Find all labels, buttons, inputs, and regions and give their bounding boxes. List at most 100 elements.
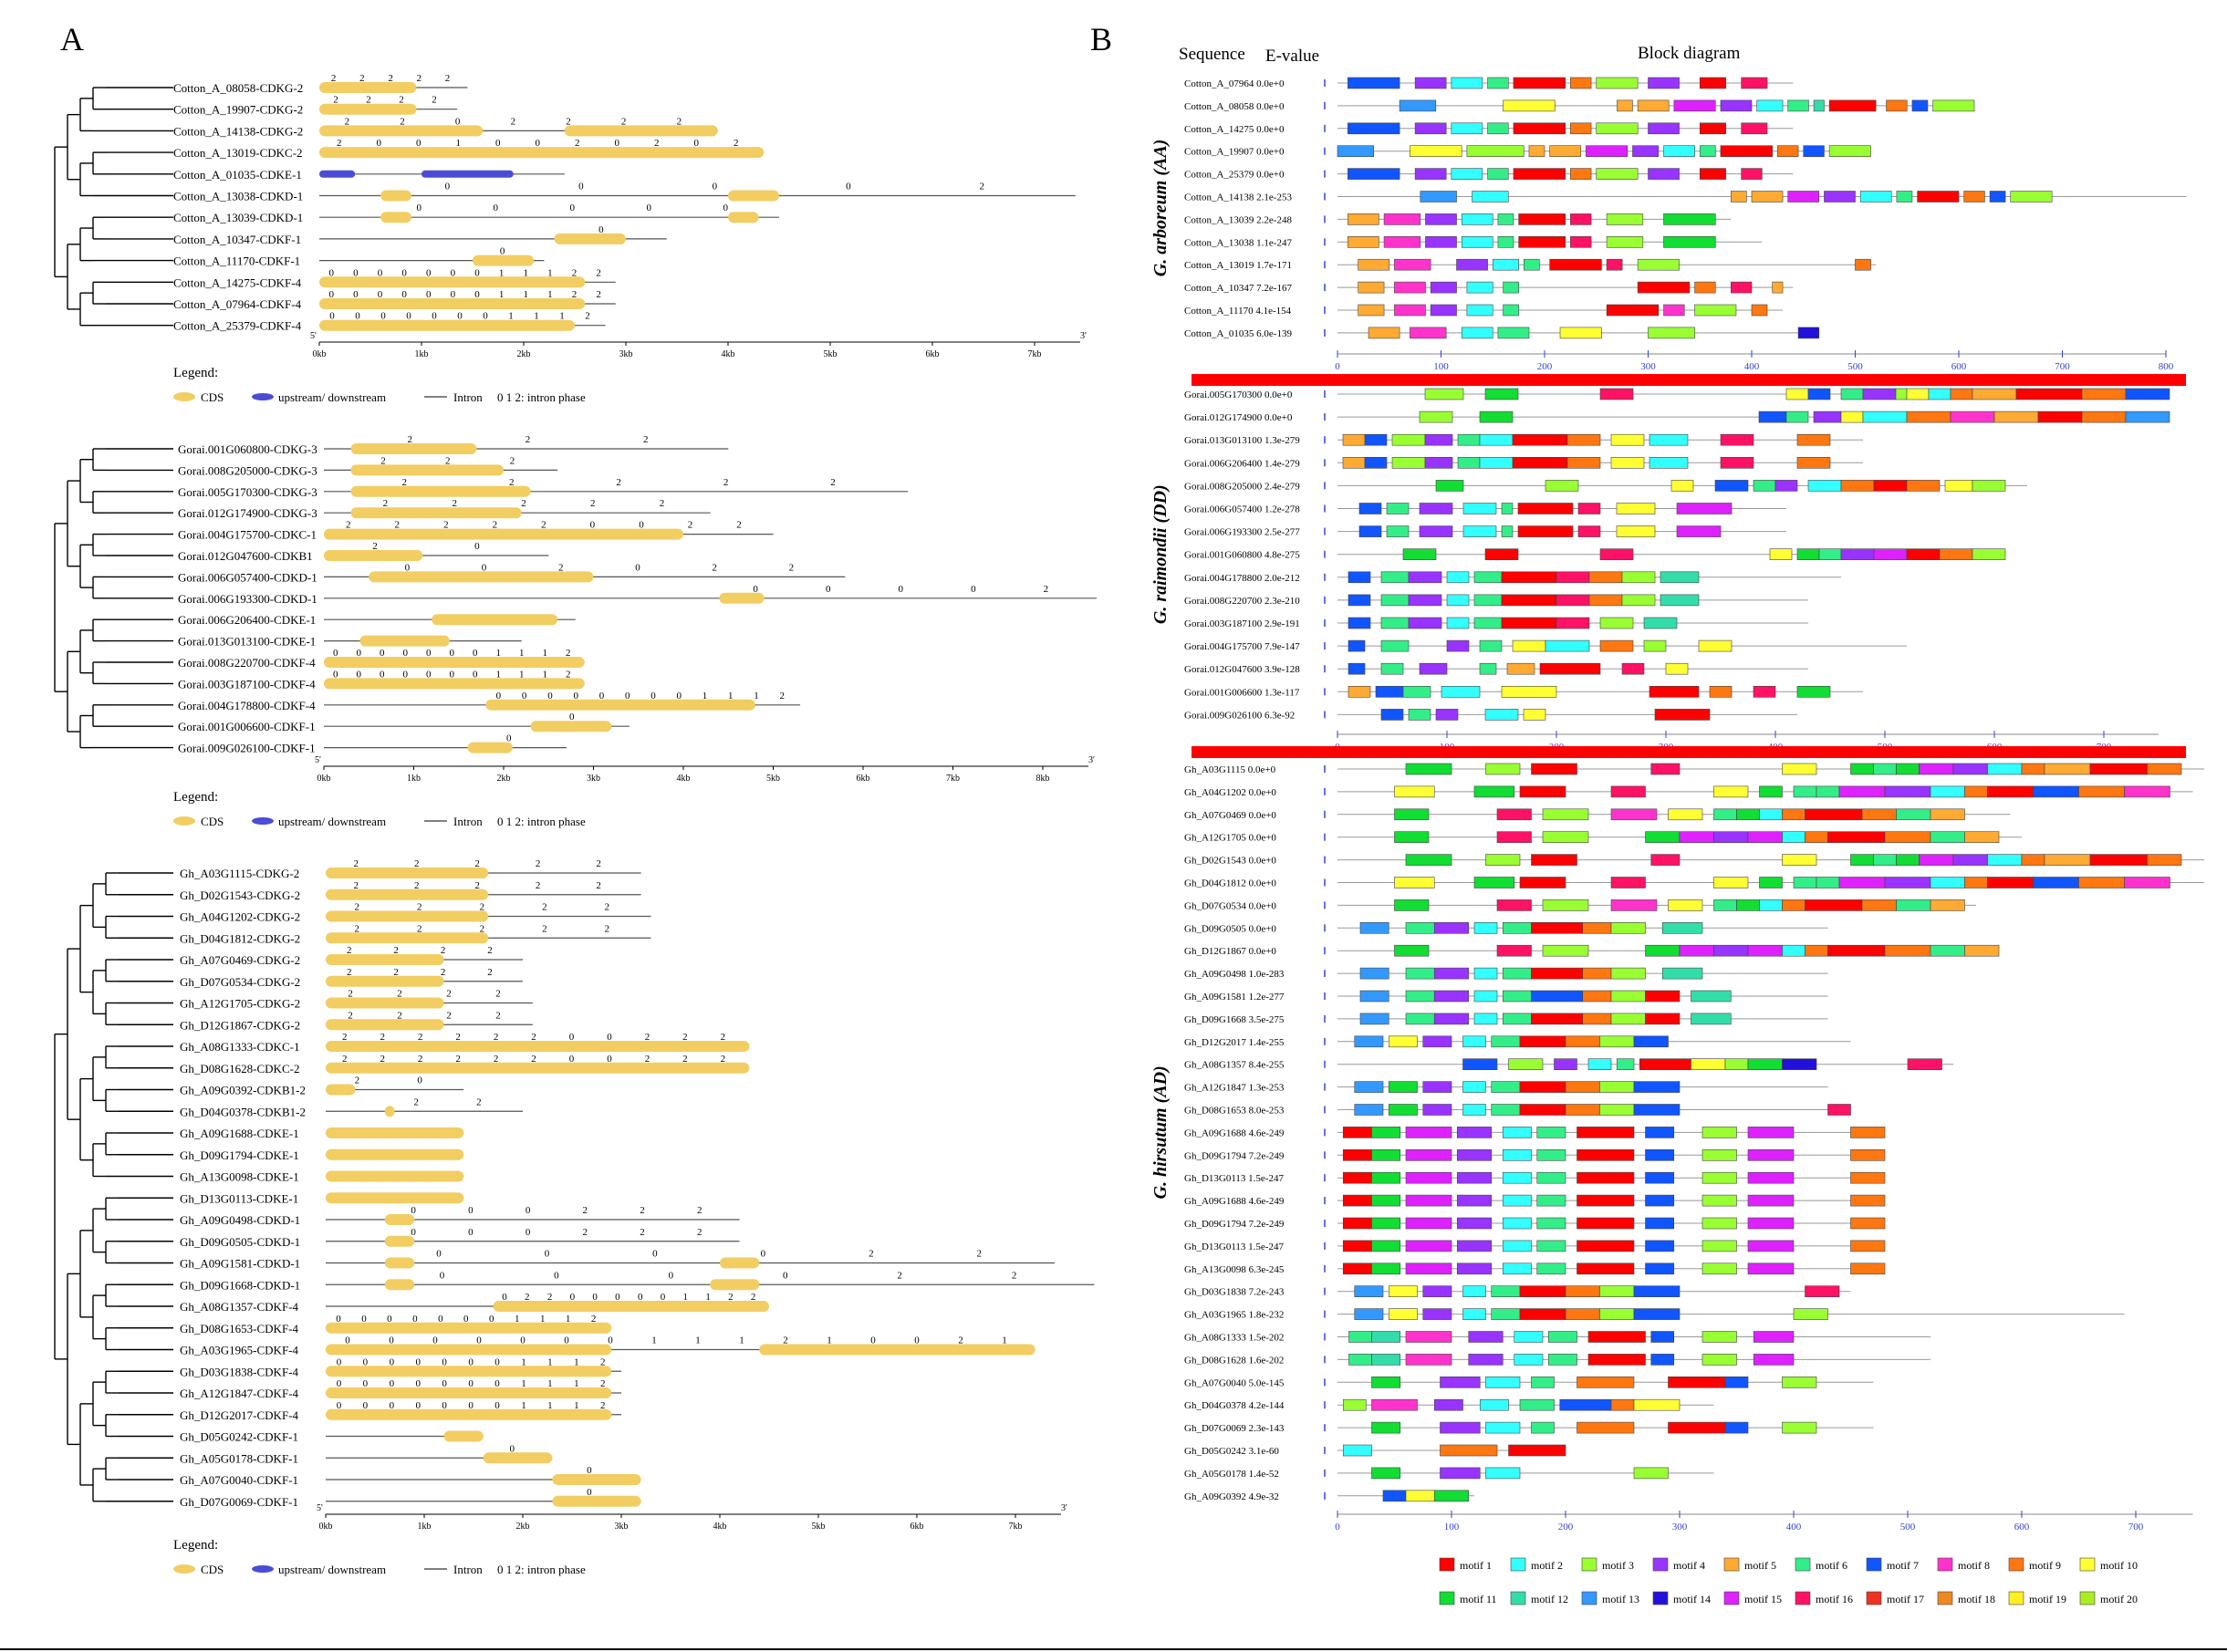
sequence-label: Gh_D07G0069 2.3e-143 [1184,1423,1285,1434]
intron-phase-label: 2 [536,880,541,891]
motif-block [1484,548,1519,561]
intron-phase-label: 0 [432,311,437,322]
motif-block [1364,433,1388,446]
gene-row: Cotton_A_11170-CDKF-1 0 [173,246,545,268]
intron-phase-label: 2 [372,541,378,552]
intron-phase-label: 0 [390,1378,395,1389]
intron-phase-label: 2 [536,858,541,869]
motif-block [1410,327,1447,339]
cds-segment [319,125,484,137]
motif-block [1358,281,1385,294]
motif-block [1380,639,1410,652]
cds-segment [384,1257,415,1269]
motif-block [1919,763,1954,775]
intron-phase-label: 0 [474,541,480,552]
motif-block [2033,877,2079,888]
motif-block [1484,388,1519,400]
intron-phase-label: 2 [493,520,498,531]
motif-block [1787,191,1820,203]
intron-phase-label: 2 [476,1096,482,1107]
motif-block [1787,99,1809,112]
panel-a-label: A [60,21,84,57]
motif-block [1394,877,1435,888]
gene-row: Gorai.001G006600-CDKF-1 0 [178,712,630,733]
motif-block [2147,854,2182,866]
axis-tick-label: 3kb [615,1522,629,1532]
intron-phase-label: 0 [783,1270,788,1281]
motif-row: Gorai.013G013100 1.3e-279 [1184,433,1863,446]
motif-block [1769,548,1793,561]
motif-block [1747,1240,1795,1252]
intron-phase-label: 2 [643,434,649,445]
intron-phase-label: 1 [705,1292,711,1303]
axis-tick-label: 4kb [677,774,691,784]
axis-tick-label: 4kb [722,349,735,359]
legend-cds-label: CDS [201,1563,224,1576]
motif-block [1736,808,1760,821]
intron-phase-label: 0 [416,138,421,149]
intron-phase-label: 1 [651,1335,657,1346]
motif-block [1828,99,1877,112]
gene-row: Gorai.005G170300-CDKG-3 2 2 2 2 2 [178,477,909,499]
sequence-label: Gh_D03G1838 7.2e-243 [1184,1287,1285,1298]
motif-block [1394,944,1430,957]
motif-row: Gorai.004G175700 7.9e-147 [1184,639,1907,652]
motif-block [1616,1058,1635,1070]
motif-block [1485,1377,1521,1388]
motif-block [1479,662,1497,675]
motif-block [1440,1444,1498,1457]
motif-block [1402,548,1437,561]
intron-phase-label: 0 [870,1335,876,1346]
intron-phase-label: 1 [543,648,548,659]
motif-block [1491,1035,1521,1048]
gene-row: Gh_D04G1812-CDKG-2 2 2 2 2 2 [180,923,651,945]
motif-block [1633,1035,1669,1048]
intron-phase-label: 2 [697,1227,702,1238]
sequence-label: Gh_D13G0113 1.5e-247 [1184,1242,1284,1252]
intron-phase-label: 0 [442,1356,447,1367]
motif-block [1987,854,2023,866]
motif-block [1456,258,1488,271]
axis-tick-label: 0 [1335,361,1340,372]
motif-block [1479,410,1514,423]
motif-block [2015,388,2083,400]
intron-phase-label: 0 [587,1465,592,1476]
motif-block [1782,831,1806,844]
gene-label: Gh_A12G1847-CDKF-4 [180,1387,299,1400]
gene-row: Gh_D13G0113-CDKE-1 [180,1191,464,1205]
motif-block [1531,1013,1584,1025]
motif-block [1566,456,1601,469]
motif-block [1862,388,1897,400]
motif-block [1394,785,1435,798]
motif-block [1828,145,1871,157]
motif-block [1621,571,1656,584]
intron-phase-label: 2 [525,1292,530,1303]
species-label: G. hirsutum (AD) [1150,1065,1171,1199]
motif-block [1419,410,1453,423]
gene-row: Gh_D07G0069-CDKF-1 0 [180,1487,641,1509]
motif-row: Gh_A09G1581 1.2e-277 [1184,990,1828,1003]
intron-phase-label: 2 [596,880,601,891]
motif-block [1342,1217,1372,1230]
motif-block [1502,1013,1532,1025]
sequence-label: Gh_D09G1794 7.2e-249 [1184,1150,1285,1161]
intron-phase-label: 2 [480,902,485,913]
motif-block [1519,1104,1566,1116]
motif-block [1751,191,1784,203]
motif-block [1405,1490,1435,1502]
motif-row: Cotton_A_13019 1.7e-171 [1184,258,1877,271]
motif-block [1358,258,1390,271]
motif-block [1873,480,1908,492]
motif-block [1433,990,1470,1003]
intron-phase-label: 0 [457,311,463,322]
motif-block [1342,1194,1372,1207]
motif-block [1517,525,1574,537]
intron-phase-label: 2 [380,1032,385,1043]
motif-row: Gh_D03G1838 7.2e-243 [1184,1285,1851,1298]
axis-tick-label: 300 [1640,361,1656,372]
motif-block [1649,685,1700,698]
intron-phase-label: 2 [547,1292,553,1303]
gene-label: Gorai.009G026100-CDKF-1 [178,742,316,755]
motif-block [1408,571,1442,584]
intron-phase-label: 2 [596,267,601,278]
